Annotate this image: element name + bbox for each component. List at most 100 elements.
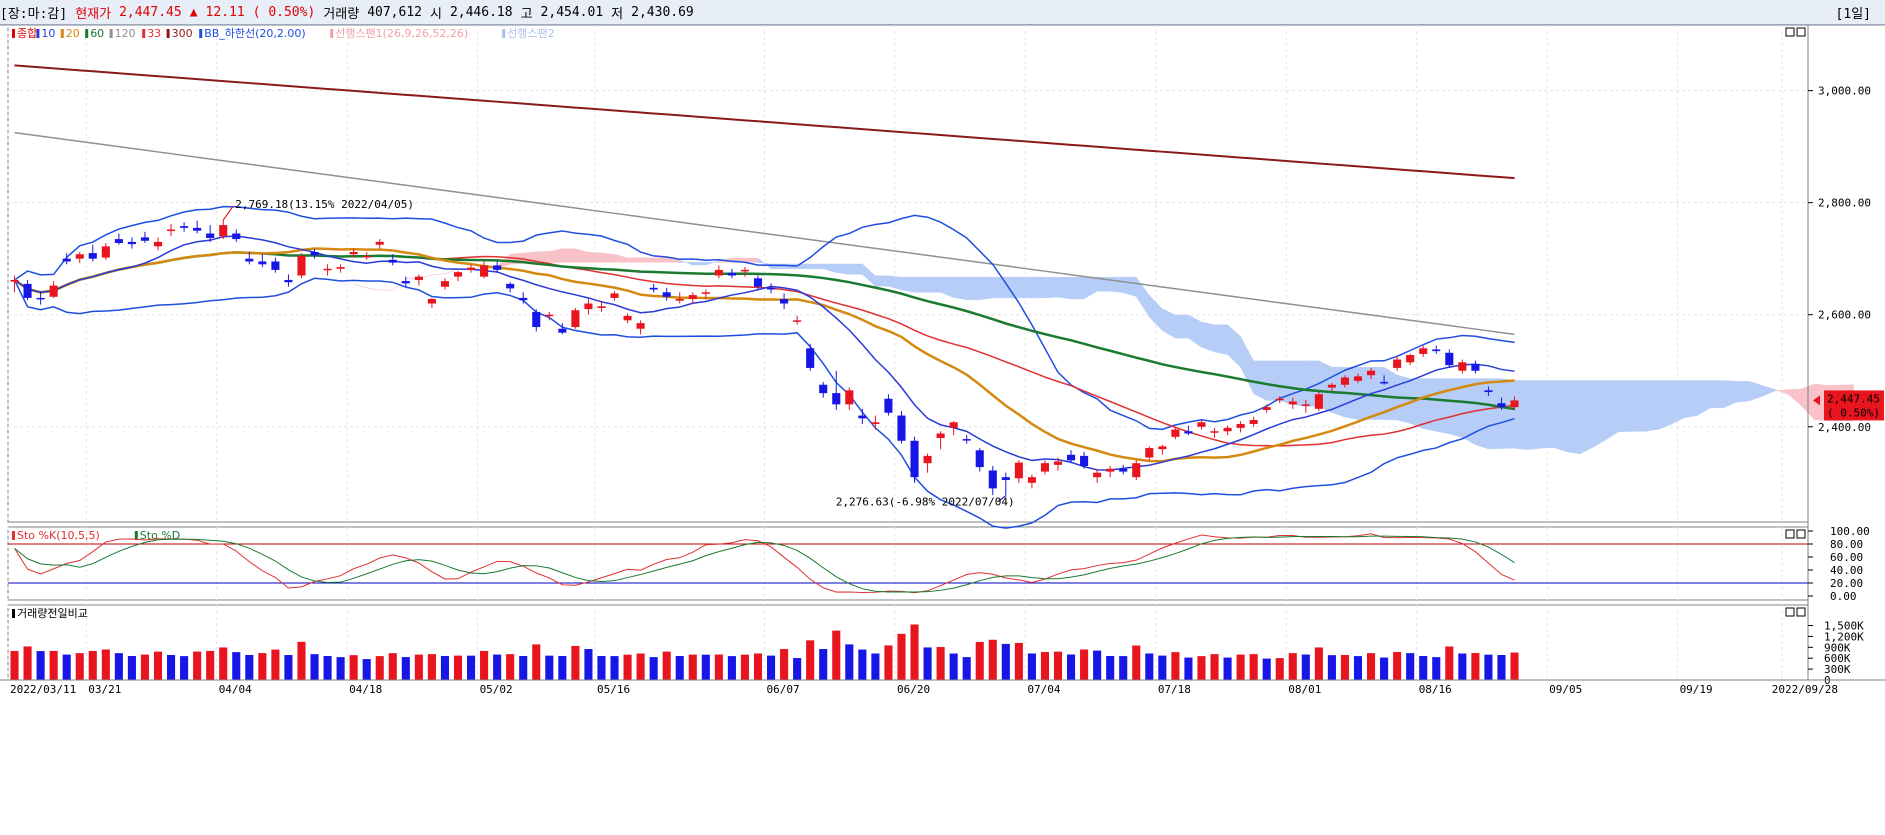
price-tag-pct: ( 0.50%) [1827,406,1880,419]
candle-body [636,323,645,329]
candle-body [780,299,789,304]
price-legend-swatch [142,29,146,38]
cloud-segment [418,274,432,279]
volume-bar [1067,654,1076,680]
candle-body [323,268,332,271]
candle-body [388,259,397,263]
volume-bar [427,654,436,680]
stoch-legend-swatch [134,531,138,540]
price-tag-box [1824,390,1884,421]
candle-body [988,470,997,489]
volume-bar [258,653,267,680]
price-tag-arrow-icon [1813,395,1820,406]
candle-body [245,258,254,262]
volume-bar [1106,656,1115,680]
candle-body [75,254,84,259]
candle-body [49,285,58,297]
date-tick-label: 04/04 [219,683,252,696]
candle-body [258,261,267,265]
cloud-segment [849,263,863,275]
panel-close-button[interactable] [1796,529,1806,539]
period-selector[interactable]: [1일] [1835,7,1871,22]
volume-bar [949,653,958,680]
candle-body [1419,348,1428,354]
volume-bar [1184,657,1193,680]
candle-body [793,320,802,322]
price-legend-item: 60 [90,27,104,40]
price-legend-swatch [36,29,40,38]
cloud-segment [1018,276,1033,299]
candle-body [1327,384,1336,388]
volume-bar [23,646,32,680]
volume-bar [88,650,97,680]
candle-body [349,251,358,255]
stoch-tick-label: 20.00 [1830,577,1863,590]
panel-minimize-button[interactable] [1785,529,1795,539]
cloud-segment [1070,276,1085,300]
stoch-tick-label: 40.00 [1830,564,1863,577]
cloud-segment [1475,378,1489,450]
cloud-segment [1292,360,1307,407]
volume-tick-label: 1,200K [1824,630,1864,643]
candle-body [167,229,176,232]
volume-label: 거래량 [323,6,360,22]
price-legend-item: BB_하한선(20,2.00) [204,26,306,40]
volume-bar [193,651,202,680]
candle-body [101,246,110,258]
date-tick-label: 08/01 [1288,683,1321,696]
cloud-segment [953,276,967,301]
panel-close-button[interactable] [1796,607,1806,617]
open-value: 2,446.18 [449,4,513,20]
volume-bar [662,651,671,680]
volume-bar [1275,658,1284,680]
panel-close-button[interactable] [1796,27,1806,37]
candle-body [1301,404,1310,406]
cloud-segment [979,276,994,301]
volume-bar [1393,652,1402,680]
candle-body [519,297,528,301]
candle-body [1053,461,1063,465]
volume-bar [1510,652,1519,680]
volume-bar [897,633,906,680]
volume-bar [571,645,580,680]
candle-body [584,303,593,310]
cloud-segment [431,273,445,275]
price-tick-label: 2,600.00 [1818,309,1871,322]
volume-bar [532,644,541,680]
candle-body [1288,401,1297,405]
price-tick-label: 3,000.00 [1818,85,1871,98]
volume-bar [545,655,554,680]
candle-body [362,255,371,258]
panel-minimize-button[interactable] [1785,607,1795,617]
volume-bar [388,653,397,680]
stoch-tick-label: 80.00 [1830,538,1863,551]
candle-body [1145,448,1154,458]
candle-body [414,276,423,280]
volume-bar [767,655,776,680]
date-tick-label: 05/02 [480,683,513,696]
chart-area[interactable]: 3,000.00 2,800.00 2,600.00 2,400.00 2,447.45… [0,25,1885,835]
volume-bar [1380,657,1389,680]
volume-bar [1119,656,1128,680]
ma10-line [14,235,1515,471]
candle-body [427,299,436,304]
stochastic-panel-frame [7,526,1809,601]
cloud-segment [640,257,654,263]
volume-bar [180,656,189,680]
candle-body [232,233,241,240]
date-tick-label: 05/16 [597,683,630,696]
volume-bar [740,654,749,680]
stoch-legend-item: Sto %K(10,5,5) [17,529,100,542]
high-annotation-label: 2,769.18(13.15% 2022/04/05) [235,198,414,211]
volume-bar [714,654,723,680]
bollinger-lower-line [13,277,1515,529]
price-tick-label: 2,400.00 [1818,421,1871,434]
candle-body [1458,362,1467,371]
stoch-d-line [14,535,1515,593]
candle-body [1197,422,1206,427]
candle-body [858,415,867,419]
panel-minimize-button[interactable] [1785,27,1795,37]
candle-body [493,265,502,270]
candle-body [1314,394,1323,409]
ma120-line [14,131,1515,336]
